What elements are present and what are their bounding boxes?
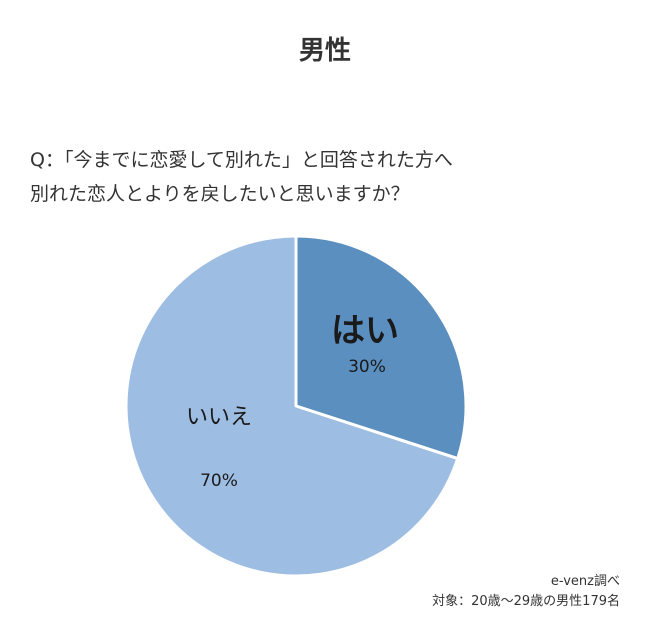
- slice-label-no: いいえ: [186, 405, 252, 430]
- slice-label-yes: はい: [331, 311, 399, 351]
- pie-slice-yes: [294, 234, 468, 461]
- chart-title: 男性: [298, 36, 351, 66]
- slice-value-no: 70%: [200, 471, 238, 491]
- source-line-1: e-venz調べ: [550, 574, 620, 589]
- survey-question: Q：「今までに恋愛して別れた」と回答された方へ 別れた恋人とよりを戻したいと思い…: [30, 143, 630, 211]
- slice-value-yes: 30%: [348, 357, 386, 377]
- question-line-1: Q：「今までに恋愛して別れた」と回答された方へ: [30, 149, 453, 171]
- pie-slice-no: [124, 234, 460, 578]
- source-note: e-venz調べ 対象：20歳〜29歳の男性179名: [432, 572, 620, 612]
- question-line-2: 別れた恋人とよりを戻したいと思いますか？: [30, 183, 410, 205]
- pie-labels: はい 30% いいえ 70%: [186, 311, 399, 491]
- source-line-2: 対象：20歳〜29歳の男性179名: [432, 594, 620, 609]
- pie-slices: [124, 234, 468, 578]
